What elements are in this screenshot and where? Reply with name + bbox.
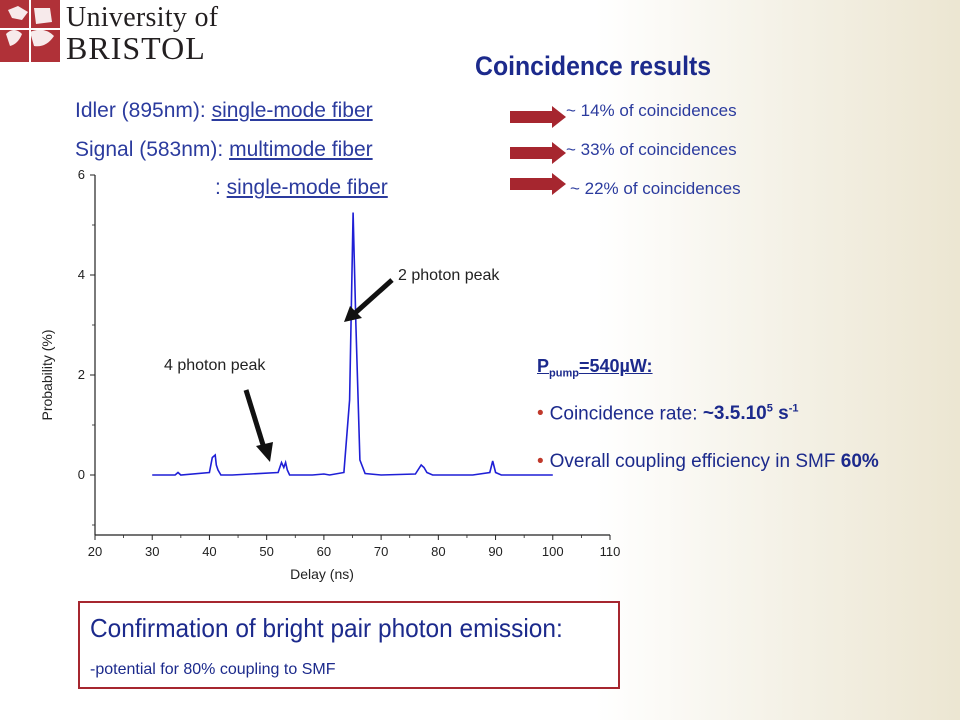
idler-fiber-link[interactable]: single-mode fiber bbox=[211, 99, 373, 122]
y-tick-label: 2 bbox=[78, 367, 85, 382]
conclusion-subtitle: -potential for 80% coupling to SMF bbox=[90, 661, 336, 678]
pump-power-heading: Ppump=540µW: bbox=[537, 356, 653, 380]
rate-exp: 5 bbox=[766, 403, 773, 415]
signal-line: Signal (583nm): multimode fiber bbox=[75, 138, 373, 162]
peak4-label: 4 photon peak bbox=[164, 357, 266, 374]
series-line bbox=[152, 212, 553, 476]
idler-label: Idler (895nm): bbox=[75, 99, 212, 122]
x-tick-label: 20 bbox=[88, 544, 102, 559]
signal-fiber-link[interactable]: multimode fiber bbox=[229, 138, 373, 161]
y-axis-label: Probability (%) bbox=[39, 329, 55, 420]
pump-value: =540µW: bbox=[578, 356, 653, 376]
arrow-pointer-icon bbox=[344, 278, 394, 322]
arrow-right-icon bbox=[510, 173, 566, 195]
y-tick-label: 4 bbox=[78, 267, 85, 282]
x-tick-label: 60 bbox=[317, 544, 331, 559]
rate-label: Coincidence rate: bbox=[549, 403, 703, 425]
x-tick-label: 30 bbox=[145, 544, 159, 559]
peak2-label: 2 photon peak bbox=[398, 267, 500, 284]
conclusion-box: Confirmation of bright pair photon emiss… bbox=[78, 601, 620, 689]
coincidence-rate-bullet: • Coincidence rate: ~3.5.105 s-1 bbox=[537, 403, 799, 425]
signal2-fiber-link[interactable]: single-mode fiber bbox=[226, 176, 388, 199]
result-signal-mmf: ~ 33% of coincidences bbox=[566, 140, 737, 159]
x-tick-label: 90 bbox=[488, 544, 502, 559]
logo-line1: University of bbox=[66, 2, 219, 33]
x-tick-label: 110 bbox=[600, 544, 621, 559]
x-tick-label: 100 bbox=[542, 544, 564, 559]
x-tick-label: 40 bbox=[202, 544, 216, 559]
pump-p: P bbox=[537, 356, 550, 376]
arrow-right-icon bbox=[510, 106, 566, 128]
y-tick-label: 0 bbox=[78, 467, 85, 482]
arrow-pointer-icon bbox=[243, 389, 273, 462]
signal-label: Signal (583nm): bbox=[75, 138, 230, 161]
university-wordmark: University of BRISTOL bbox=[66, 2, 219, 66]
efficiency-label: Overall coupling efficiency in SMF bbox=[549, 451, 841, 472]
logo-line2: BRISTOL bbox=[66, 30, 206, 66]
x-tick-label: 70 bbox=[374, 544, 388, 559]
conclusion-title: Confirmation of bright pair photon emiss… bbox=[90, 613, 563, 643]
result-signal-smf: ~ 22% of coincidences bbox=[570, 179, 741, 198]
rate-unit-exp: -1 bbox=[788, 403, 799, 415]
efficiency-value: 60% bbox=[840, 451, 879, 472]
signal2-label: : bbox=[215, 176, 227, 199]
y-tick-label: 6 bbox=[78, 167, 85, 182]
x-tick-label: 80 bbox=[431, 544, 445, 559]
slide-title: Coincidence results bbox=[475, 51, 712, 81]
university-logo bbox=[0, 0, 60, 62]
coincidence-chart: 20 30 40 50 60 70 80 90 100 110 0 2 4 6 Delay (ns) Pr… bbox=[39, 167, 621, 582]
rate-unit: s bbox=[772, 403, 789, 425]
signal2-line: : single-mode fiber bbox=[215, 176, 388, 200]
result-idler: ~ 14% of coincidences bbox=[566, 101, 737, 120]
pump-sub: pump bbox=[549, 367, 579, 380]
rate-value: ~3.5.10 bbox=[702, 403, 767, 425]
x-axis-label: Delay (ns) bbox=[290, 566, 354, 582]
idler-line: Idler (895nm): single-mode fiber bbox=[75, 99, 373, 123]
coupling-efficiency-bullet: • Overall coupling efficiency in SMF 60% bbox=[537, 451, 879, 472]
x-tick-label: 50 bbox=[259, 544, 273, 559]
arrow-right-icon bbox=[510, 142, 566, 164]
